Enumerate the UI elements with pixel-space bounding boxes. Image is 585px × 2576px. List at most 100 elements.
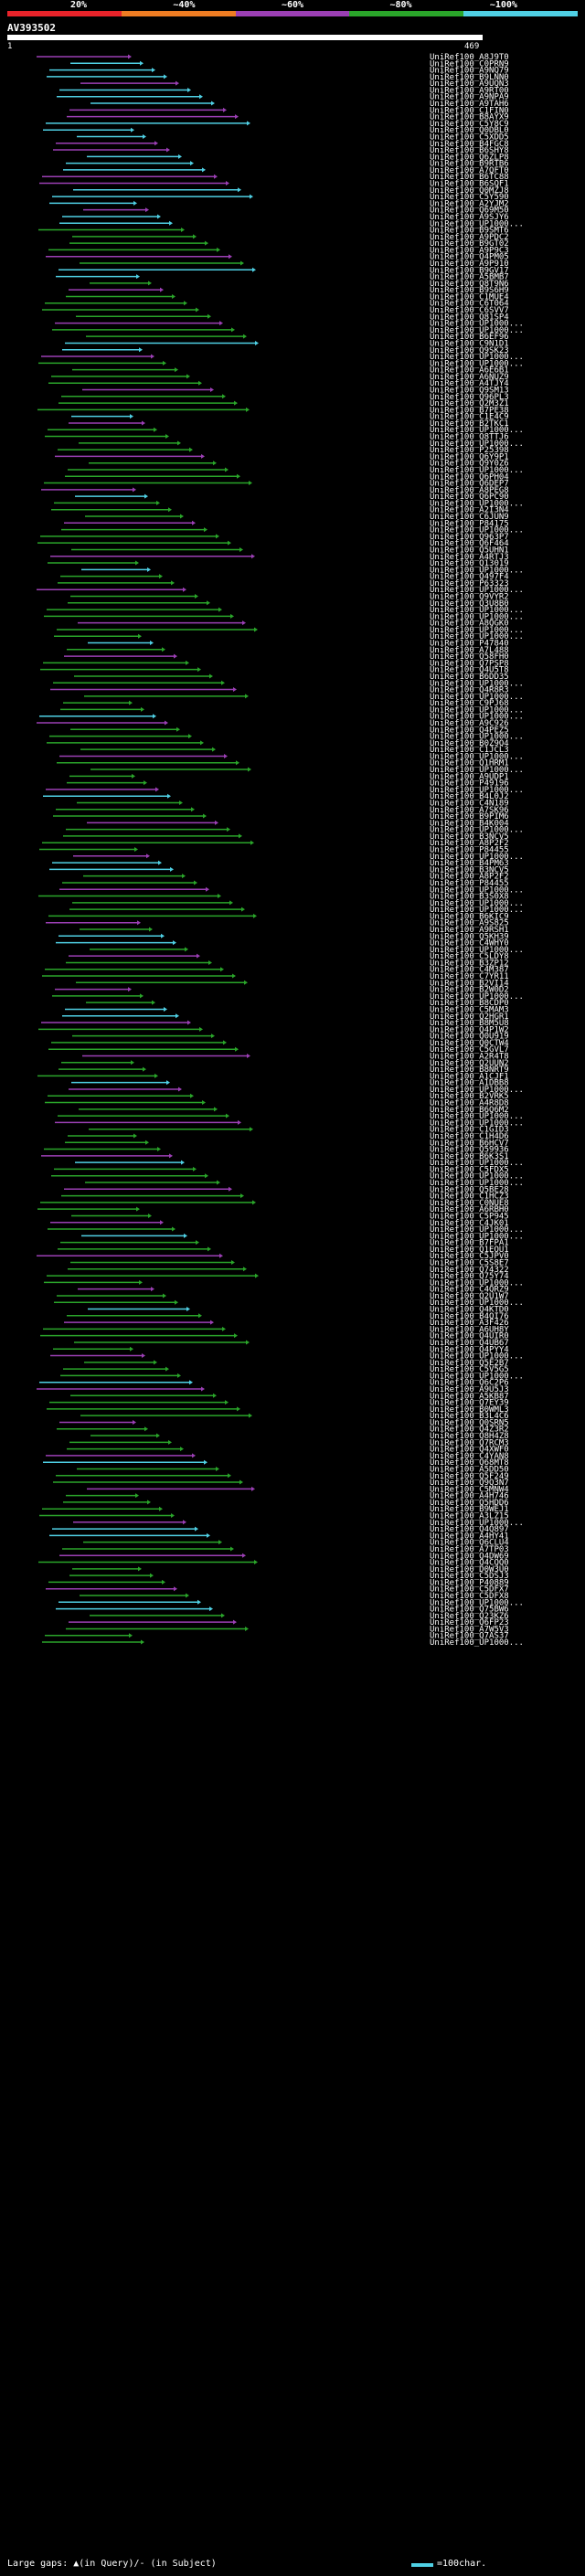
hit-label[interactable]: UniRef100_UP1000... (430, 1638, 524, 1648)
hit-label[interactable]: UniRef100_Q0CTW4 (430, 1039, 509, 1048)
hit-label[interactable]: UniRef100_P63323 (430, 579, 509, 588)
hit-label[interactable]: UniRef100_UP1000... (430, 1352, 524, 1362)
hit-label[interactable]: UniRef100_Q4Z3R2 (430, 1426, 509, 1435)
hit-label[interactable]: UniRef100_UP1000... (430, 713, 524, 722)
hit-label[interactable]: UniRef100_UP1000... (430, 426, 524, 435)
hit-label[interactable]: UniRef100_C4M387 (430, 966, 509, 975)
hit-label[interactable]: UniRef100_B3ZP12 (430, 959, 509, 968)
hit-label[interactable]: UniRef100_UP1000... (430, 705, 524, 715)
hit-label[interactable]: UniRef100_B6EF96 (430, 333, 509, 342)
hit-label[interactable]: UniRef100_C1MUE4 (430, 292, 509, 302)
hit-label[interactable]: UniRef100_UP1000... (430, 1159, 524, 1168)
hit-label[interactable]: UniRef100_B9LNN0 (430, 73, 509, 82)
hit-label[interactable]: UniRef100_Q6CLU4 (430, 1539, 509, 1548)
hit-label[interactable]: UniRef100_Q4Q897 (430, 1525, 509, 1534)
hit-label[interactable]: UniRef100_C5Y8C9 (430, 120, 509, 129)
hit-label[interactable]: UniRef100_UP1000... (430, 752, 524, 761)
hit-label[interactable]: UniRef100_Q6PH04 (430, 472, 509, 482)
hit-label[interactable]: UniRef100_Q2M3Z1 (430, 399, 509, 408)
hit-label[interactable]: UniRef100_A9S825 (430, 919, 509, 928)
hit-label[interactable]: UniRef100_C1JCL3 (430, 746, 509, 755)
hit-label[interactable]: UniRef100_Q497F4 (430, 573, 509, 582)
hit-label[interactable]: UniRef100_A2YJM2 (430, 199, 509, 208)
hit-label[interactable]: UniRef100_B6TC88 (430, 173, 509, 182)
hit-label[interactable]: UniRef100_UP1000... (430, 1598, 524, 1607)
hit-label[interactable]: UniRef100_C5LDY8 (430, 952, 509, 961)
hit-label[interactable]: UniRef100_A5BMB7 (430, 273, 509, 282)
hit-label[interactable]: UniRef100_A9RT00 (430, 86, 509, 95)
hit-label[interactable]: UniRef100_Q8TTJ6 (430, 433, 509, 442)
hit-label[interactable]: UniRef100_A9U5J3 (430, 1385, 509, 1394)
hit-label[interactable]: UniRef100_A7L488 (430, 646, 509, 655)
hit-label[interactable]: UniRef100_A9PDC2 (430, 233, 509, 242)
hit-label[interactable]: UniRef100_UP1000... (430, 786, 524, 795)
hit-label[interactable]: UniRef100_A6NUZ9 (430, 373, 509, 382)
hit-label[interactable]: UniRef100_A4R8D8 (430, 1099, 509, 1108)
hit-label[interactable]: UniRef100_P84175 (430, 519, 509, 528)
hit-label[interactable]: UniRef100_B6HCV7 (430, 1139, 509, 1148)
hit-label[interactable]: UniRef100_UP1000... (430, 586, 524, 595)
hit-label[interactable]: UniRef100_C5DFX7 (430, 1585, 509, 1595)
hit-label[interactable]: UniRef100_Q5HDD6 (430, 1499, 509, 1508)
hit-label[interactable]: UniRef100_C4YAN8 (430, 1452, 509, 1461)
hit-label[interactable]: UniRef100_Q9VYR2 (430, 592, 509, 601)
hit-label[interactable]: UniRef100_B6SHY8 (430, 146, 509, 155)
hit-label[interactable]: UniRef100_UP1000... (430, 1086, 524, 1095)
hit-label[interactable]: UniRef100_C5DSJ3 (430, 1572, 509, 1581)
hit-label[interactable]: UniRef100_UP1000... (430, 1225, 524, 1235)
hit-label[interactable]: UniRef100_C5GVL7 (430, 1045, 509, 1055)
hit-label[interactable]: UniRef100_A8P2F2 (430, 839, 509, 848)
hit-label[interactable]: UniRef100_A7SK96 (430, 806, 509, 815)
hit-label[interactable]: UniRef100_B6DD35 (430, 673, 509, 682)
hit-label[interactable]: UniRef100_UP1000... (430, 566, 524, 575)
hit-label[interactable]: UniRef100_C6JUN9 (430, 513, 509, 522)
hit-label[interactable]: UniRef100_B0WML3 (430, 1405, 509, 1415)
hit-label[interactable]: UniRef100_UP1000... (430, 1232, 524, 1241)
hit-label[interactable]: UniRef100_Q4R8R3 (430, 686, 509, 695)
hit-label[interactable]: UniRef100_C0NUE8 (430, 1199, 509, 1208)
hit-label[interactable]: UniRef100_C5JPV0 (430, 1252, 509, 1261)
hit-label[interactable]: UniRef100_UP1000... (430, 606, 524, 615)
hit-label[interactable]: UniRef100_Q4UB67 (430, 1339, 509, 1348)
hit-label[interactable]: UniRef100_Q81SP4 (430, 313, 509, 322)
hit-label[interactable]: UniRef100_P49196 (430, 779, 509, 789)
hit-label[interactable]: UniRef100_B9GV17 (430, 266, 509, 275)
hit-label[interactable]: UniRef100_C4WHY0 (430, 939, 509, 949)
hit-label[interactable]: UniRef100_C5S8E7 (430, 1258, 509, 1267)
hit-label[interactable]: UniRef100_A7QFT0 (430, 166, 509, 175)
hit-label[interactable]: UniRef100_Q2HGR1 (430, 1012, 509, 1022)
hit-label[interactable]: UniRef100_C1HCZ3 (430, 1193, 509, 1202)
hit-label[interactable]: UniRef100_A6RBH0 (430, 1205, 509, 1214)
hit-label[interactable]: UniRef100_Q4U5T8 (430, 666, 509, 675)
hit-label[interactable]: UniRef100_Q6FP23 (430, 1618, 509, 1627)
hit-label[interactable]: UniRef100_Q9Y0Z6 (430, 460, 509, 469)
hit-label[interactable]: UniRef100_B8CDP0 (430, 999, 509, 1008)
hit-label[interactable]: UniRef100_A9C926 (430, 719, 509, 728)
hit-label[interactable]: UniRef100_UP1000... (430, 626, 524, 635)
hit-label[interactable]: UniRef100_B7FPA1 (430, 1239, 509, 1248)
hit-label[interactable]: UniRef100_C7YR11 (430, 972, 509, 981)
hit-label[interactable]: UniRef100_Q6PC90 (430, 493, 509, 502)
hit-label[interactable]: UniRef100_B2W0D2 (430, 986, 509, 995)
hit-label[interactable]: UniRef100_UP1000... (430, 612, 524, 621)
hit-label[interactable]: UniRef100_A8P2F2 (430, 873, 509, 882)
hit-label[interactable]: UniRef100_UP1000... (430, 466, 524, 475)
hit-label[interactable]: UniRef100_A9TAH6 (430, 100, 509, 109)
hit-label[interactable]: UniRef100_Q96PL3 (430, 393, 509, 402)
hit-label[interactable]: UniRef100_C6T064 (430, 300, 509, 309)
hit-label[interactable]: UniRef100_C5DFX8 (430, 1592, 509, 1601)
hit-label[interactable]: UniRef100_Q5E2B7 (430, 1359, 509, 1368)
hit-label[interactable]: UniRef100_B4K004 (430, 819, 509, 828)
hit-label[interactable]: UniRef100_Q8H4Z8 (430, 1432, 509, 1441)
hit-label[interactable]: UniRef100_Q4CQQ0 (430, 1559, 509, 1568)
hit-label[interactable]: UniRef100_Q0MZJ8 (430, 186, 509, 196)
hit-label[interactable]: UniRef100_UP1000... (430, 899, 524, 908)
hit-label[interactable]: UniRef100_Q0DBL0 (430, 126, 509, 135)
hit-label[interactable]: UniRef100_A9UDP1 (430, 772, 509, 781)
hit-label[interactable]: UniRef100_B9RTB6 (430, 160, 509, 169)
hit-label[interactable]: UniRef100_Q5UHN1 (430, 546, 509, 555)
hit-label[interactable]: UniRef100_B2TKC1 (430, 419, 509, 429)
hit-label[interactable]: UniRef100_UP1000... (430, 1278, 524, 1288)
hit-label[interactable]: UniRef100_UP1000... (430, 946, 524, 955)
hit-label[interactable]: UniRef100_A9SJY6 (430, 213, 509, 222)
